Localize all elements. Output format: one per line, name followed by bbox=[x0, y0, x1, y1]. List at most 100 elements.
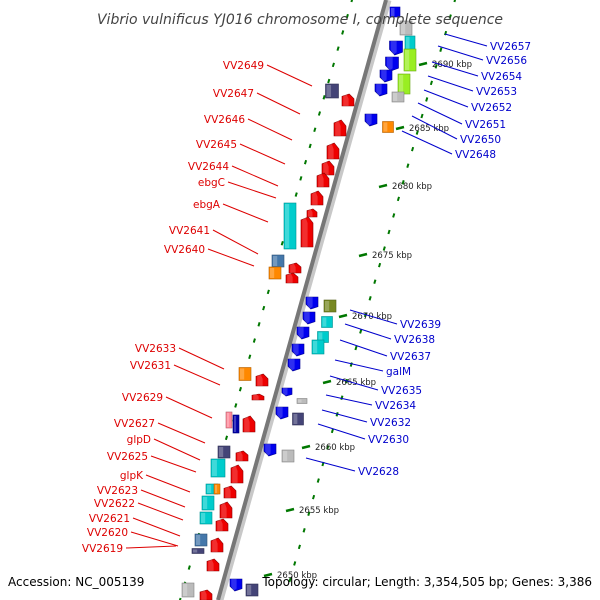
gene-arrow-reverse bbox=[374, 83, 388, 97]
leader-line-reverse bbox=[423, 89, 469, 108]
left-dot-track bbox=[336, 46, 340, 51]
leader-line-reverse bbox=[444, 33, 488, 47]
right-dot-track bbox=[439, 47, 443, 53]
gene-arrow-reverse bbox=[275, 406, 289, 420]
scale-tick-mark bbox=[418, 61, 428, 67]
leader-line-forward bbox=[132, 517, 181, 537]
right-dot-track bbox=[359, 329, 363, 334]
gene-arrow-reverse bbox=[364, 113, 378, 127]
gene-box bbox=[292, 412, 304, 426]
gene-box bbox=[296, 398, 308, 404]
right-dot-track bbox=[354, 345, 358, 351]
gene-label-forward: VV2622 bbox=[94, 498, 135, 510]
gene-arrow-reverse bbox=[389, 40, 403, 56]
gene-box bbox=[283, 202, 297, 250]
gene-arrow-forward bbox=[219, 501, 233, 519]
scale-tick-mark bbox=[301, 444, 311, 450]
map-title: Vibrio vulnificus YJ016 chromosome I, co… bbox=[97, 12, 503, 28]
gene-label-reverse: VV2632 bbox=[370, 417, 411, 429]
gene-arrow-forward bbox=[288, 262, 302, 274]
gene-arrow-reverse bbox=[229, 578, 243, 592]
right-dot-track bbox=[429, 80, 433, 86]
gene-box bbox=[238, 367, 252, 381]
leader-line-reverse bbox=[321, 409, 368, 423]
leader-line-forward bbox=[212, 229, 259, 255]
gene-arrow-reverse bbox=[291, 343, 305, 357]
leader-line-reverse bbox=[437, 45, 484, 61]
gene-features bbox=[181, 6, 417, 600]
gene-label-forward: VV2623 bbox=[97, 485, 138, 497]
scale-tick-label: 2650 kbp bbox=[277, 571, 317, 581]
gene-arrow-reverse bbox=[281, 387, 293, 397]
left-dot-track bbox=[234, 403, 238, 408]
gene-label-forward: VV2621 bbox=[89, 513, 130, 525]
left-dot-track bbox=[257, 322, 261, 327]
scale-tick-mark bbox=[322, 379, 332, 385]
left-dot-track bbox=[308, 143, 312, 149]
gene-label-reverse: VV2648 bbox=[455, 149, 496, 161]
gene-arrow-forward bbox=[206, 558, 220, 572]
right-dot-track bbox=[411, 146, 415, 152]
right-dot-track bbox=[392, 213, 396, 218]
right-dot-track bbox=[373, 279, 377, 285]
right-dot-track bbox=[330, 428, 334, 434]
gene-box bbox=[225, 411, 233, 429]
gene-arrow-forward bbox=[341, 93, 355, 107]
right-dot-track bbox=[297, 544, 301, 550]
leader-line-forward bbox=[137, 502, 184, 521]
scale-tick-label: 2660 kbp bbox=[315, 443, 355, 453]
gene-label-reverse: VV2656 bbox=[486, 55, 527, 67]
gene-label-reverse: galM bbox=[386, 366, 411, 378]
gene-labels: VV2649 VV2647 VV2646 VV2645 VV2644 ebgC ebgA VV… bbox=[82, 41, 531, 555]
topology-summary: Topology: circular; Length: 3,354,505 bp… bbox=[261, 575, 592, 589]
gene-label-reverse: VV2651 bbox=[465, 119, 506, 131]
leader-line-forward bbox=[150, 455, 197, 473]
gene-arrow-forward bbox=[215, 518, 229, 532]
gene-label-reverse: VV2639 bbox=[400, 319, 441, 331]
right-dot-track bbox=[378, 262, 382, 268]
scale-tick-mark bbox=[338, 313, 348, 319]
gene-box bbox=[245, 583, 259, 597]
gene-arrow-forward bbox=[223, 485, 237, 499]
gene-box bbox=[232, 414, 240, 434]
accession-text: Accession: NC_005139 bbox=[8, 575, 144, 589]
gene-label-forward: VV2620 bbox=[87, 527, 128, 539]
scale-tick-mark bbox=[358, 252, 368, 258]
gene-box bbox=[191, 548, 205, 554]
gene-box bbox=[397, 73, 411, 95]
right-dot-track bbox=[420, 113, 424, 119]
left-dot-track bbox=[327, 78, 331, 84]
left-dot-track bbox=[238, 386, 242, 392]
gene-label-reverse: VV2635 bbox=[381, 385, 422, 397]
right-dot-track bbox=[401, 179, 405, 185]
gene-label-reverse: VV2653 bbox=[476, 86, 517, 98]
gene-arrow-reverse bbox=[302, 311, 316, 325]
gene-arrow-forward bbox=[333, 119, 347, 137]
gene-arrow-forward bbox=[310, 190, 324, 206]
gene-label-reverse: VV2638 bbox=[394, 334, 435, 346]
leader-line-reverse bbox=[344, 323, 392, 340]
gene-label-forward: VV2647 bbox=[213, 88, 254, 100]
gene-label-forward: VV2631 bbox=[130, 360, 171, 372]
gene-arrow-reverse bbox=[263, 443, 277, 457]
gene-arrow-forward bbox=[210, 537, 224, 553]
gene-box bbox=[399, 20, 413, 36]
right-dot-track bbox=[302, 527, 306, 533]
gene-label-forward: VV2619 bbox=[82, 543, 123, 555]
gene-box bbox=[271, 254, 285, 268]
gene-box bbox=[382, 121, 394, 133]
scale-tick-label: 2675 kbp bbox=[372, 251, 412, 261]
right-dot-track bbox=[293, 561, 297, 566]
right-dot-track bbox=[316, 478, 320, 483]
gene-label-reverse: VV2652 bbox=[471, 102, 512, 114]
gene-box bbox=[281, 449, 295, 463]
gene-label-reverse: VV2628 bbox=[358, 466, 399, 478]
gene-box bbox=[217, 445, 231, 459]
left-dot-track bbox=[178, 597, 182, 600]
leader-line-forward bbox=[173, 364, 221, 386]
right-dot-track bbox=[396, 196, 400, 202]
right-dot-track bbox=[326, 445, 330, 450]
leader-line-forward bbox=[125, 545, 177, 549]
scale-tick-label: 2665 kbp bbox=[336, 378, 376, 388]
